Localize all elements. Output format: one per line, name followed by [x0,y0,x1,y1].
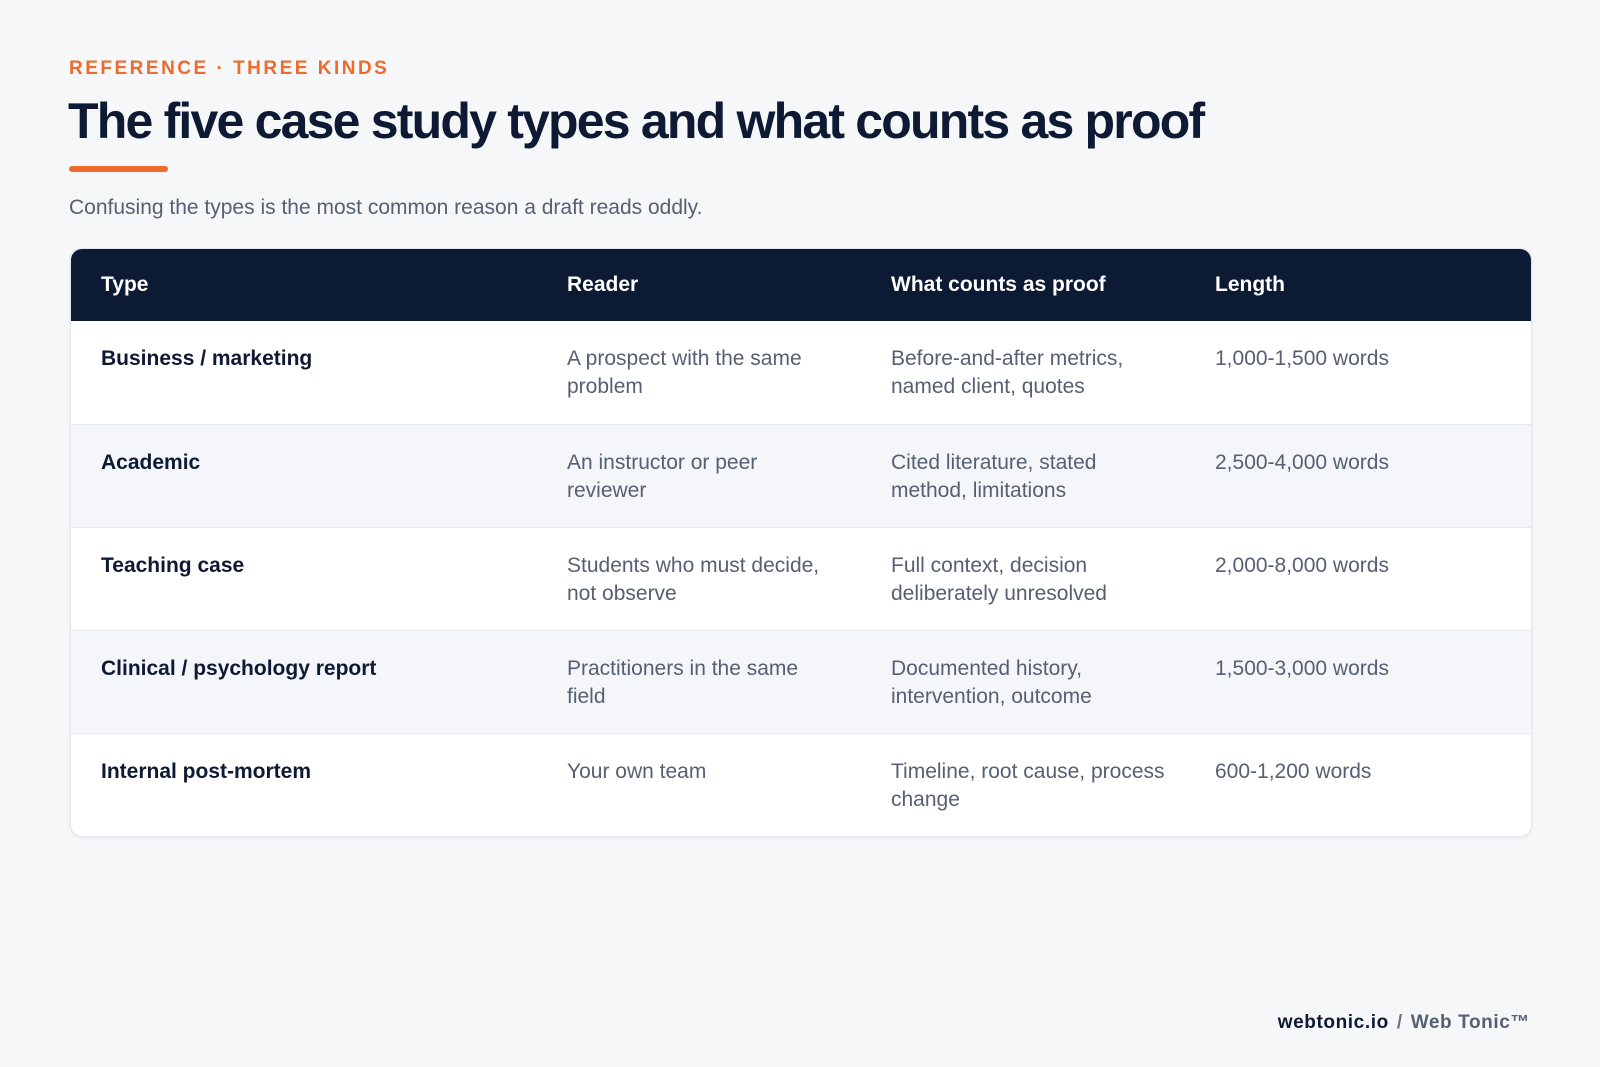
table-row: Clinical / psychology report Practitioner… [71,629,1531,733]
table-cell: Full context, decision deliberately unre… [891,526,1215,630]
table-cell: Documented history, intervention, outcom… [891,629,1215,733]
table-cell: Cited literature, stated method, limitat… [891,423,1215,527]
header-row: Type Reader What counts as proof Length [71,249,1531,321]
table-cell: Your own team [567,732,891,836]
table-card: Type Reader What counts as proof Length Bus… [70,248,1532,837]
table-cell: 1,000-1,500 words [1215,347,1389,370]
column-header: Type [71,249,567,321]
table-cell: 2,000-8,000 words [1215,526,1531,630]
table-cell: Before-and-after metrics, named client, … [891,347,1124,398]
table-cell: 2,500-4,000 words [1215,423,1531,527]
title: The five case study types and what count… [68,93,1205,149]
table-cell: An instructor or peer reviewer [567,423,891,527]
table-row: Internal post-mortem Your own team Timelin… [71,732,1531,836]
table: Type Reader What counts as proof Length Bus… [71,249,1531,836]
accent-bar [69,166,168,172]
row-label: Business / marketing [101,347,313,370]
table-row: Teaching case Students who must decide, n… [71,526,1531,630]
column-header: Reader [567,249,891,321]
subtitle: Confusing the types is the most common r… [69,196,703,219]
table-cell: Students who must decide, not observe [567,526,891,630]
column-header: What counts as proof [891,249,1215,321]
row-label: Teaching case [71,526,567,630]
eyebrow: REFERENCE · THREE KINDS [69,58,390,79]
table-head: Type Reader What counts as proof Length [71,249,1531,321]
table-cell: 1,500-3,000 words [1215,629,1531,733]
column-header: Length [1215,249,1531,321]
row-label: Internal post-mortem [71,732,567,836]
table-cell: 600-1,200 words [1215,732,1531,836]
table-row: Academic An instructor or peer reviewer Ci… [71,423,1531,527]
row-label: Clinical / psychology report [71,629,567,733]
table-row: Business / marketing A prospect with the … [71,321,1531,424]
table-cell: A prospect with the same problem [567,347,802,398]
footer-site: webtonic.io [1277,1012,1389,1033]
footer-brand: Web Tonic™ [1410,1012,1530,1033]
row-label: Academic [71,423,567,527]
table-cell: Practitioners in the same field [567,629,891,733]
footer: webtonic.io / Web Tonic™ [1278,1012,1530,1034]
footer-separator: / [1396,1012,1403,1033]
table-cell: Timeline, root cause, process change [891,732,1215,836]
table-body: Business / marketing A prospect with the … [71,321,1531,836]
